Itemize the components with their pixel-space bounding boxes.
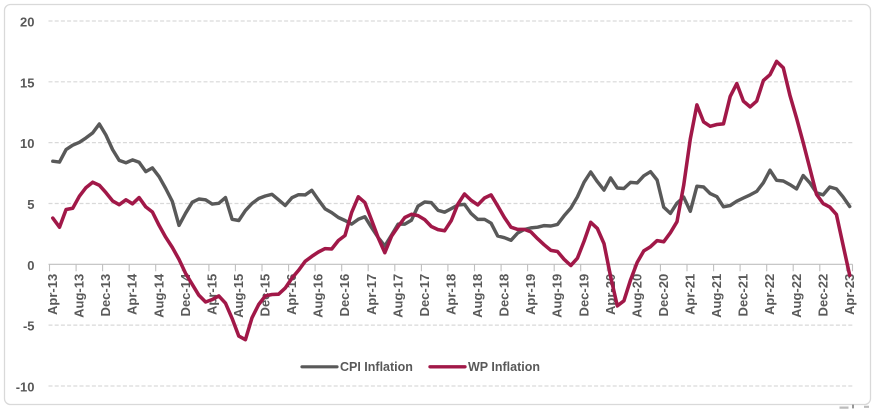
svg-text:Apr-17: Apr-17 xyxy=(364,274,379,315)
svg-text:Aug-19: Aug-19 xyxy=(550,274,565,318)
svg-text:Dec-19: Dec-19 xyxy=(576,274,591,317)
svg-text:Aug-18: Aug-18 xyxy=(470,274,485,318)
svg-text:Dec-20: Dec-20 xyxy=(656,274,671,317)
svg-text:Dec-18: Dec-18 xyxy=(497,274,512,317)
svg-text:Aug-14: Aug-14 xyxy=(151,273,166,318)
svg-text:Dec-14: Dec-14 xyxy=(178,273,193,316)
svg-text:Apr-21: Apr-21 xyxy=(683,274,698,315)
svg-text:Aug-21: Aug-21 xyxy=(709,274,724,318)
svg-text:Dec-17: Dec-17 xyxy=(417,274,432,317)
svg-text:Aug-13: Aug-13 xyxy=(72,274,87,318)
svg-text:Dec-21: Dec-21 xyxy=(736,274,751,317)
svg-text:Apr-22: Apr-22 xyxy=(762,274,777,315)
svg-text:Aug-22: Aug-22 xyxy=(789,274,804,318)
svg-text:-5: -5 xyxy=(23,319,35,334)
svg-text:Apr-14: Apr-14 xyxy=(125,273,140,315)
svg-text:Dec-16: Dec-16 xyxy=(337,274,352,317)
svg-text:Aug-16: Aug-16 xyxy=(311,274,326,318)
svg-text:0: 0 xyxy=(27,258,34,273)
svg-text:Aug-17: Aug-17 xyxy=(390,274,405,318)
svg-text:15: 15 xyxy=(20,75,34,90)
svg-text:Aug-15: Aug-15 xyxy=(231,274,246,318)
svg-text:CPI Inflation: CPI Inflation xyxy=(340,360,413,374)
svg-text:Apr-23: Apr-23 xyxy=(842,274,857,315)
svg-text:WP Inflation: WP Inflation xyxy=(468,360,540,374)
svg-text:Apr-18: Apr-18 xyxy=(444,274,459,315)
svg-text:20: 20 xyxy=(20,15,34,30)
svg-text:Apr-19: Apr-19 xyxy=(523,274,538,315)
svg-text:5: 5 xyxy=(27,197,34,212)
svg-text:Dec-22: Dec-22 xyxy=(815,274,830,317)
svg-text:Dec-13: Dec-13 xyxy=(98,274,113,317)
svg-text:Aug-20: Aug-20 xyxy=(629,274,644,318)
svg-text:10: 10 xyxy=(20,136,34,151)
svg-text:Apr-15: Apr-15 xyxy=(204,274,219,315)
svg-text:Apr-13: Apr-13 xyxy=(45,274,60,315)
svg-text:-10: -10 xyxy=(16,380,35,395)
